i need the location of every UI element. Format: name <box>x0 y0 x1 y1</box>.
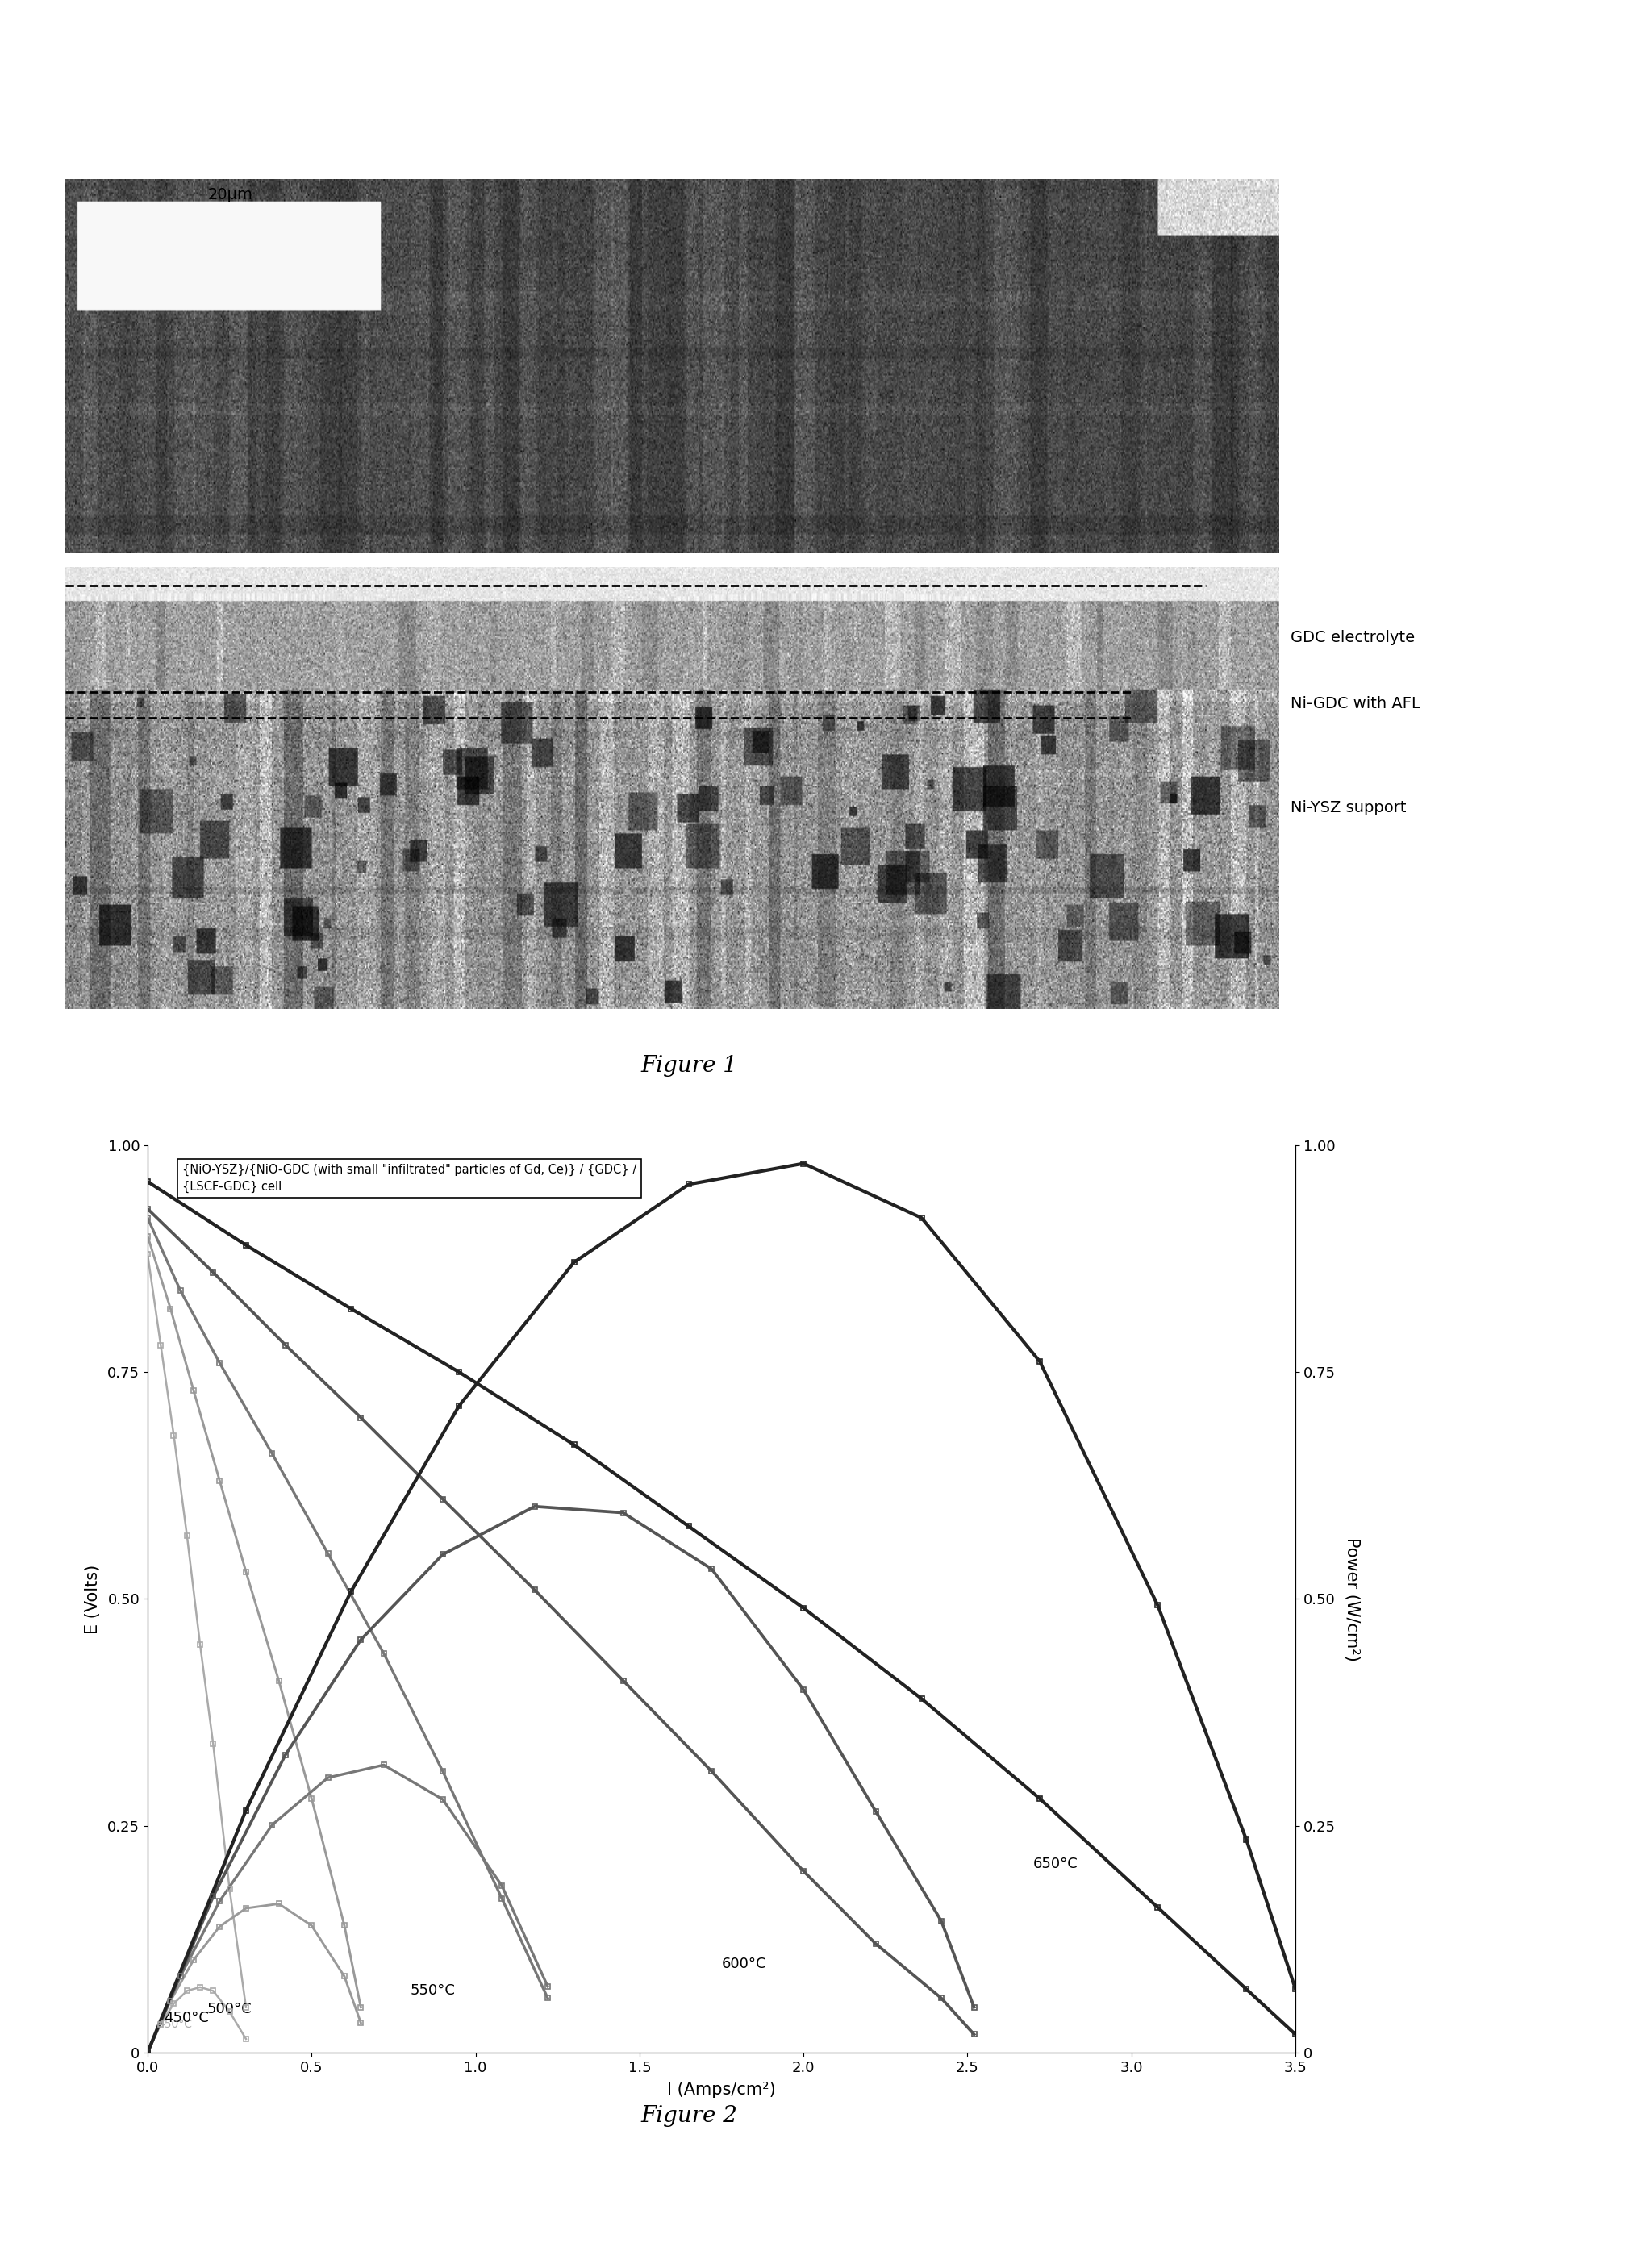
Text: Ni-GDC with AFL: Ni-GDC with AFL <box>1290 696 1419 712</box>
Text: Figure 1: Figure 1 <box>641 1055 736 1077</box>
X-axis label: I (Amps/cm²): I (Amps/cm²) <box>667 2082 775 2098</box>
Text: 450°C: 450°C <box>157 2019 192 2030</box>
Text: 650°C: 650°C <box>1033 1857 1077 1871</box>
Text: GDC electrolyte: GDC electrolyte <box>1290 631 1414 646</box>
Text: 450°C: 450°C <box>164 2012 208 2025</box>
Text: 20μm: 20μm <box>208 188 252 202</box>
Text: Ni-YSZ support: Ni-YSZ support <box>1290 801 1406 816</box>
Y-axis label: Power (W/cm²): Power (W/cm²) <box>1344 1538 1359 1660</box>
Text: 500°C: 500°C <box>207 2003 251 2016</box>
Text: {NiO-YSZ}/{NiO-GDC (with small "infiltrated" particles of Gd, Ce)} / {GDC} /
{LS: {NiO-YSZ}/{NiO-GDC (with small "infiltra… <box>182 1163 636 1193</box>
Text: 550°C: 550°C <box>410 1984 454 1998</box>
Text: 600°C: 600°C <box>721 1957 765 1971</box>
Text: Figure 2: Figure 2 <box>641 2105 736 2127</box>
Y-axis label: E (Volts): E (Volts) <box>85 1565 100 1633</box>
